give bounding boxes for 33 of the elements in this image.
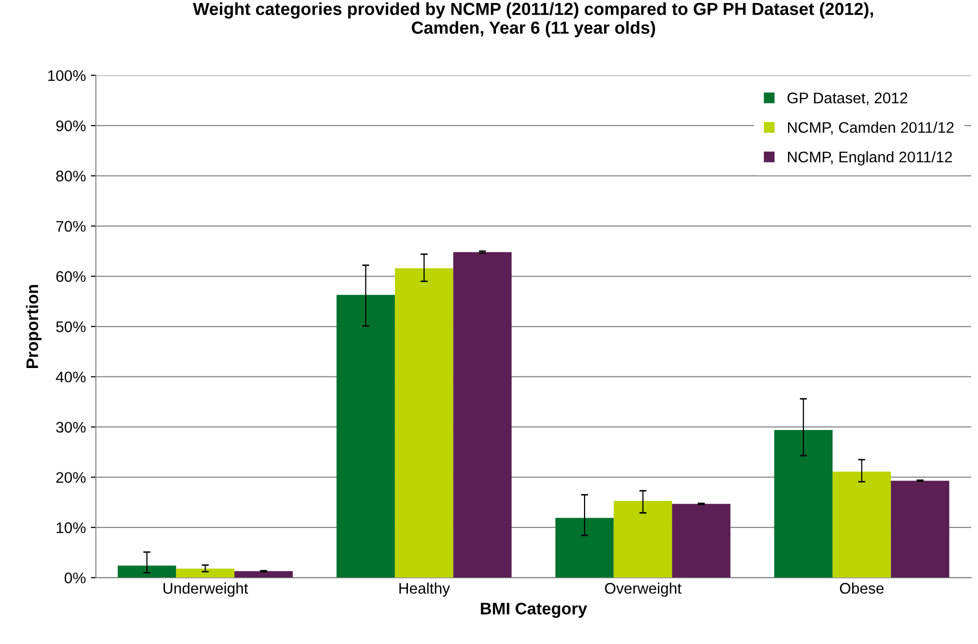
x-tick-label: Healthy [399, 582, 450, 597]
legend-label: NCMP, England 2011/12 [788, 151, 952, 166]
bar [453, 252, 512, 578]
legend-label: NCMP, Camden 2011/12 [788, 122, 954, 135]
x-tick-label: Overweight [605, 582, 682, 597]
y-tick-label: 10% [56, 522, 86, 534]
y-tick-label: 40% [56, 372, 86, 382]
y-tick-label: 70% [56, 220, 86, 232]
x-tick-label: Underweight [164, 582, 248, 597]
legend-label: GP Dataset, 2012 [788, 92, 908, 106]
bar [890, 480, 950, 578]
bar [394, 268, 454, 578]
y-tick-label: 0% [64, 572, 86, 584]
chart-title: Weight categories provided by NCMP (2011/12) compared to GP PH Dataset (2012), Camden, Year 6 (11 year olds) [192, 2, 873, 38]
x-axis-title: BMI Category [480, 602, 588, 618]
y-tick-label: 80% [56, 170, 86, 182]
bar [832, 472, 891, 578]
y-tick-label: 60% [56, 271, 86, 282]
y-tick-label: 30% [56, 422, 86, 433]
bar [176, 568, 234, 578]
bar [118, 566, 176, 578]
x-tick-label: Obese [840, 582, 884, 594]
y-tick-label: 20% [56, 472, 86, 483]
bar [774, 430, 833, 578]
bar [555, 518, 614, 578]
y-tick-label: 50% [56, 321, 86, 332]
bar [672, 504, 730, 578]
y-tick-label: 100% [48, 70, 86, 82]
bar [614, 500, 672, 578]
y-tick-label: 90% [56, 120, 86, 132]
bar [234, 571, 293, 578]
y-axis-title: Proportion [26, 284, 42, 368]
bar [336, 294, 395, 578]
